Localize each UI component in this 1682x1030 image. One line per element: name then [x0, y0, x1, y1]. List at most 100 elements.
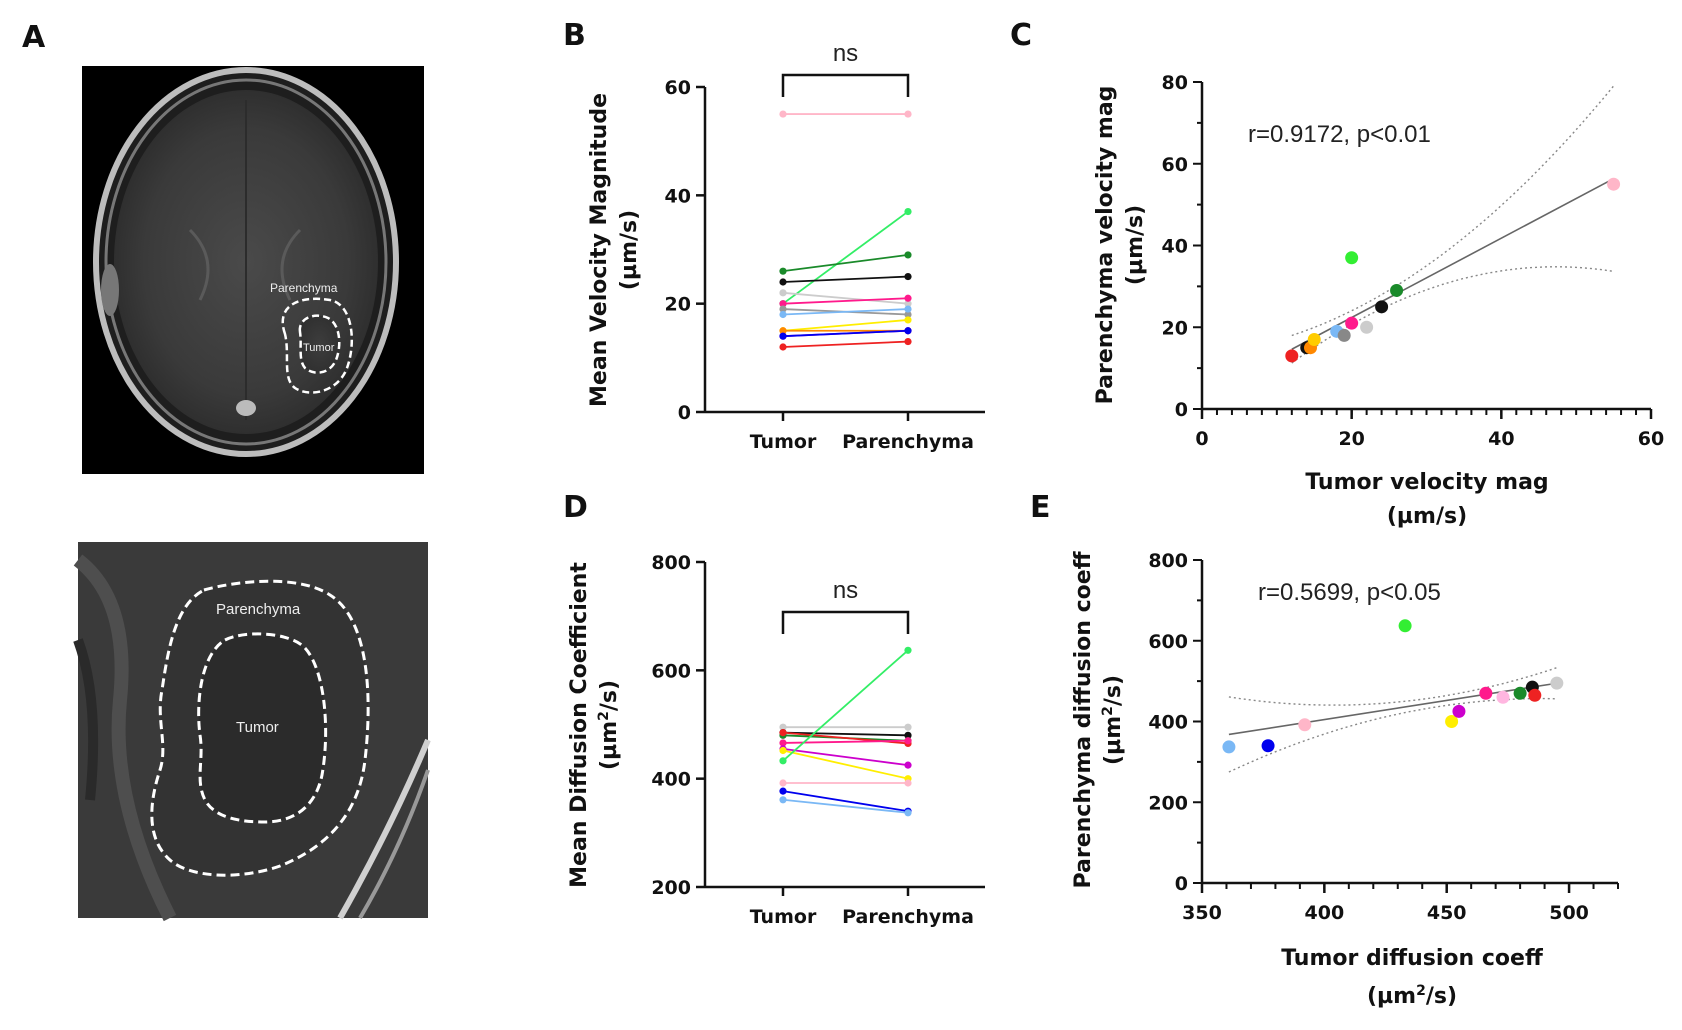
scatter-point-9	[1360, 320, 1374, 334]
series-line-13	[782, 340, 909, 348]
scatter-point-11	[1390, 283, 1404, 297]
top-tumor-label: Tumor	[303, 342, 335, 354]
y-tick-label: 40	[1162, 236, 1188, 258]
series-line-12	[782, 329, 909, 338]
panel-label-e: E	[1030, 490, 1051, 525]
scatter-point-4	[1307, 333, 1321, 347]
y-axis-title: Parenchyma diffusion coeff	[1071, 550, 1096, 888]
series-point-tumor-3	[779, 267, 787, 275]
x-axis-unit: (µm/s)	[1387, 504, 1467, 529]
y-axis-title: Mean Velocity Magnitude	[587, 93, 612, 407]
y-axis-unit: (µm2/s)	[596, 680, 622, 770]
series-line-8	[782, 308, 909, 316]
x-tick-label: 500	[1549, 902, 1589, 924]
x-tick-label: 400	[1305, 902, 1345, 924]
correlation-annotation: r=0.9172, p<0.01	[1248, 121, 1431, 148]
chart-b-velocity-paired: 0 20 40 60 Tumor Parenchyma ns Mean Velocity Ma…	[587, 40, 985, 453]
scatter-point-11	[1528, 688, 1542, 702]
series-line-2	[782, 731, 909, 737]
x-axis-title: Tumor velocity mag	[1305, 470, 1548, 495]
scatter-point-6	[1452, 704, 1466, 718]
y-tick-label: 20	[665, 294, 691, 316]
scatter-point-2	[1261, 739, 1275, 753]
series-line-11	[782, 798, 909, 814]
series-line-5	[782, 291, 909, 305]
x-axis-unit: (µm2/s)	[1367, 983, 1457, 1009]
y-axis-unit-base: (µm	[1101, 716, 1126, 765]
y-tick-label: 0	[678, 402, 691, 424]
y-axis-unit-sup: 2	[596, 711, 612, 721]
series-point-parenchyma-2	[904, 731, 912, 739]
y-axis-unit: (µm/s)	[617, 210, 642, 290]
series-point-parenchyma-5	[904, 300, 912, 308]
x-axis-title: Tumor diffusion coeff	[1281, 946, 1544, 971]
series-point-tumor-10	[779, 327, 787, 335]
series-point-parenchyma-7	[904, 310, 912, 319]
series-point-tumor-4	[779, 278, 787, 286]
series-line-9	[782, 319, 909, 332]
significance-label: ns	[833, 40, 858, 67]
series-point-parenchyma-1	[904, 110, 912, 118]
confidence-band-upper	[1228, 667, 1558, 706]
x-tick-label: Tumor	[750, 906, 817, 928]
series-line-2	[782, 210, 909, 305]
series-point-tumor-4	[779, 729, 787, 737]
series-point-parenchyma-8	[904, 305, 912, 313]
y-axis-unit-end: /s)	[597, 680, 622, 711]
x-axis-unit-sup: 2	[1416, 983, 1426, 999]
mri-axial-image: Parenchyma Tumor	[82, 66, 424, 474]
panel-label-b: B	[563, 18, 586, 53]
series-point-parenchyma-13	[904, 337, 912, 346]
y-tick-label: 60	[1162, 154, 1188, 176]
series-point-parenchyma-9	[904, 316, 912, 324]
y-tick-label: 20	[1162, 317, 1188, 339]
y-tick-label: 600	[1148, 631, 1188, 653]
x-axis-unit-base: (µm	[1367, 984, 1416, 1009]
series-point-tumor-7	[779, 746, 787, 755]
x-tick-label: Parenchyma	[842, 906, 974, 928]
x-tick-label: 60	[1638, 428, 1664, 450]
y-tick-label: 800	[1148, 550, 1188, 572]
series-point-parenchyma-1	[904, 723, 912, 731]
series-point-tumor-11	[779, 796, 787, 804]
panel-label-a: A	[22, 20, 46, 55]
scatter-point-1	[1222, 740, 1236, 754]
series-point-tumor-10	[779, 787, 787, 795]
scatter-point-3	[1298, 718, 1312, 732]
series-point-parenchyma-9	[904, 779, 912, 787]
y-axis-unit-sup: 2	[1100, 706, 1116, 716]
y-tick-label: 200	[1148, 792, 1188, 814]
series-point-tumor-9	[779, 779, 787, 787]
y-tick-label: 40	[665, 185, 691, 207]
series-point-tumor-8	[779, 757, 787, 765]
y-axis-unit-base: (µm	[597, 721, 622, 770]
series-point-tumor-1	[779, 723, 787, 731]
series-point-tumor-6	[779, 300, 787, 308]
series-line-3	[782, 254, 909, 273]
series-point-parenchyma-8	[904, 646, 912, 654]
scatter-point-8	[1496, 690, 1510, 704]
confidence-band-upper	[1291, 85, 1615, 337]
y-tick-label: 200	[651, 877, 691, 899]
chart-e-diffusion-scatter: 0 200 400 600 800 350 400 450 500 r=0.5699, p<0.0…	[1071, 550, 1619, 1009]
series-point-parenchyma-4	[904, 272, 912, 281]
y-axis-unit: (µm/s)	[1123, 205, 1148, 285]
series-line-10	[782, 790, 909, 813]
correlation-annotation: r=0.5699, p<0.05	[1258, 579, 1441, 606]
significance-bracket	[781, 73, 910, 97]
x-tick-label: 20	[1338, 428, 1364, 450]
y-tick-label: 0	[1175, 873, 1188, 895]
series-point-parenchyma-3	[904, 251, 912, 259]
series-point-parenchyma-2	[904, 207, 912, 216]
y-tick-label: 0	[1175, 399, 1188, 421]
y-tick-label: 80	[1162, 72, 1188, 94]
x-tick-label: Parenchyma	[842, 431, 974, 453]
y-axis-unit-end: /s)	[1101, 675, 1126, 706]
significance-bracket	[781, 610, 910, 634]
top-parenchyma-label: Parenchyma	[270, 281, 338, 295]
scatter-point-7	[1345, 316, 1359, 330]
series-point-parenchyma-11	[904, 809, 912, 817]
x-tick-label: 450	[1427, 902, 1467, 924]
x-axis-unit-end: /s)	[1426, 984, 1457, 1009]
